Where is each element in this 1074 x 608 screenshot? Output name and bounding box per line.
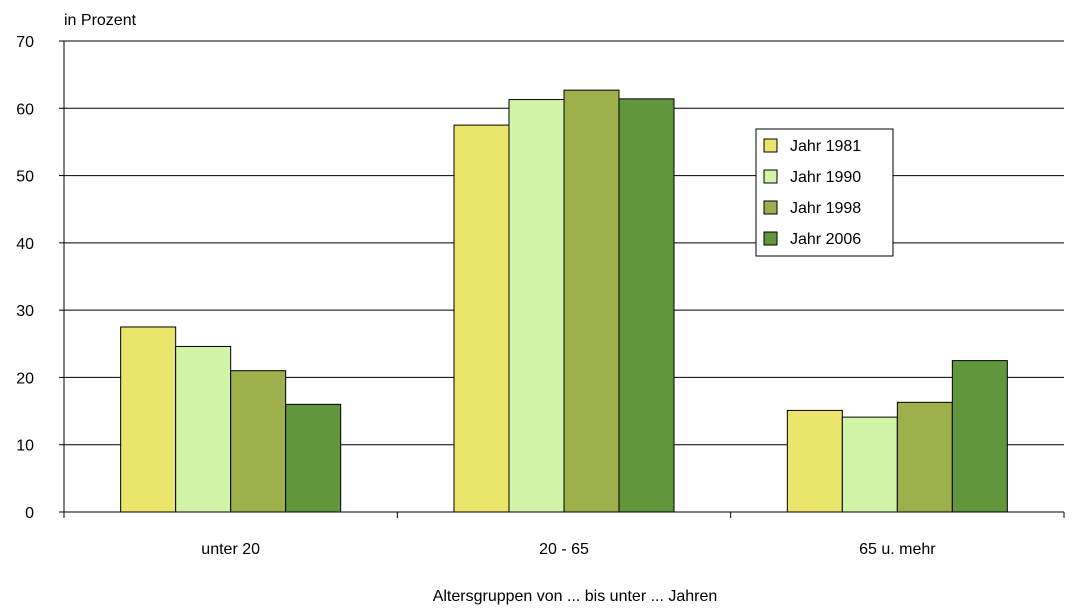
x-tick-label: 65 u. mehr — [859, 541, 936, 558]
bar — [230, 370, 287, 513]
bar — [786, 409, 843, 513]
y-tick-label: 40 — [16, 236, 34, 253]
y-tick-label: 60 — [16, 101, 34, 118]
x-tick-label: 20 - 65 — [539, 541, 589, 558]
x-axis-ticks: unter 20 20 - 65 65 u. mehr — [63, 512, 1065, 558]
bars — [120, 89, 1008, 513]
bar — [285, 403, 342, 513]
y-axis-title: in Prozent — [64, 12, 137, 29]
y-tick-label: 50 — [16, 169, 34, 186]
y-tick-label: 30 — [16, 303, 34, 320]
legend-swatch — [763, 200, 778, 215]
y-axis-ticks: 0 10 20 30 40 50 60 70 — [16, 34, 64, 522]
legend: Jahr 1981 Jahr 1990 Jahr 1998 Jahr 2006 — [755, 128, 894, 257]
y-tick-label: 70 — [16, 34, 34, 51]
legend-swatch — [763, 231, 778, 246]
y-tick-label: 20 — [16, 370, 34, 387]
y-tick-label: 10 — [16, 438, 34, 455]
legend-box — [755, 128, 894, 257]
legend-label: Jahr 1990 — [790, 169, 861, 186]
bar — [120, 326, 177, 513]
axes — [63, 41, 1064, 513]
bar — [453, 124, 510, 513]
x-axis-title: Altersgruppen von ... bis unter ... Jahr… — [433, 588, 718, 605]
bar — [896, 401, 953, 513]
legend-label: Jahr 2006 — [790, 231, 861, 248]
bar — [508, 99, 565, 513]
y-tick-label: 0 — [25, 505, 34, 522]
legend-label: Jahr 1998 — [790, 200, 861, 217]
bar — [618, 98, 675, 513]
bar — [841, 416, 898, 513]
legend-label: Jahr 1981 — [790, 138, 861, 155]
bar — [563, 89, 620, 513]
bar — [175, 345, 232, 513]
bar — [951, 360, 1008, 513]
legend-swatch — [763, 138, 778, 153]
x-tick-label: unter 20 — [201, 541, 260, 558]
legend-swatch — [763, 169, 778, 184]
